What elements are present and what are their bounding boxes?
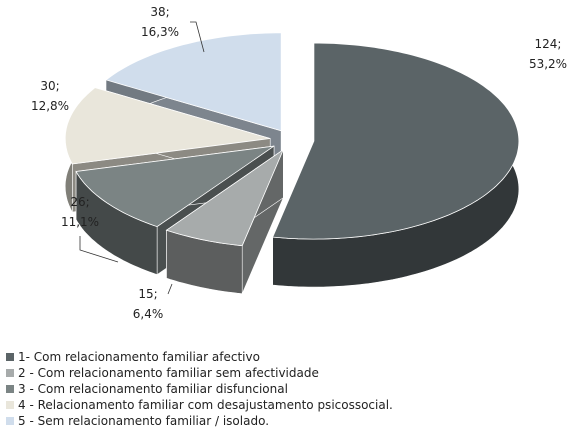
legend-label: 2 - Com relacionamento familiar sem afec… [18, 366, 319, 380]
value-label: 30; [40, 79, 59, 93]
legend-swatch [6, 369, 14, 377]
slice [272, 42, 520, 240]
leader-line [190, 21, 205, 53]
value-label: 124; [535, 37, 562, 51]
percent-label: 6,4% [133, 307, 164, 321]
slice [165, 148, 285, 247]
value-label: 26; [70, 195, 89, 209]
legend-label: 3 - Com relacionamento familiar disfunci… [18, 382, 288, 396]
percent-label: 16,3% [141, 25, 179, 39]
slice [105, 32, 282, 132]
percent-label: 12,8% [31, 99, 69, 113]
percent-label: 53,2% [529, 57, 567, 71]
value-label: 15; [138, 287, 157, 301]
legend-label: 1- Com relacionamento familiar afectivo [18, 350, 260, 364]
leader-line [167, 283, 173, 295]
legend-swatch [6, 385, 14, 393]
slice [64, 87, 271, 165]
legend-swatch [6, 353, 14, 361]
legend-label: 5 - Sem relacionamento familiar / isolad… [18, 414, 269, 428]
slice [75, 145, 275, 228]
leader-line [79, 236, 119, 263]
legend-label: 4 - Relacionamento familiar com desajust… [18, 398, 393, 412]
percent-label: 11,1% [61, 215, 99, 229]
legend-swatch [6, 417, 14, 425]
legend-swatch [6, 401, 14, 409]
value-label: 38; [150, 5, 169, 19]
